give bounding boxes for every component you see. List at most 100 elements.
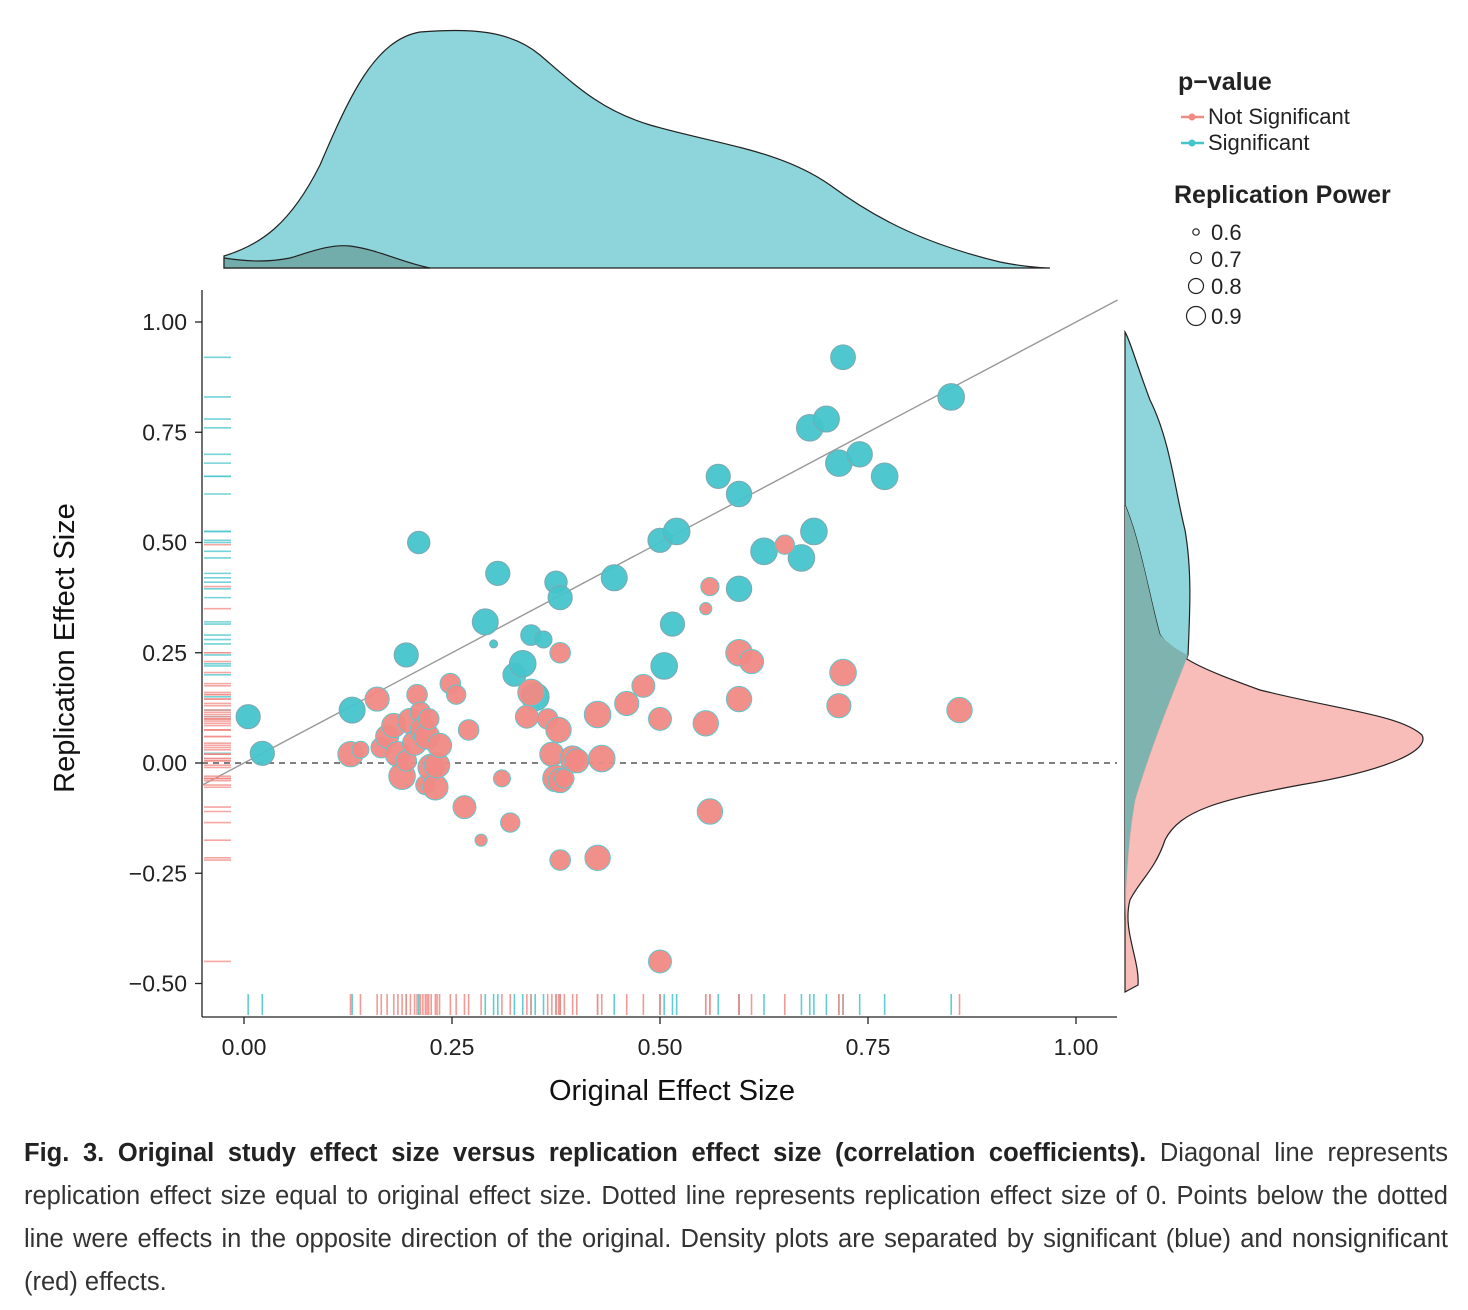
point-not-significant bbox=[406, 683, 428, 706]
point-not-significant bbox=[445, 684, 467, 705]
x-ticks: 0.00 0.25 0.50 0.75 1.00 bbox=[222, 1017, 1098, 1060]
y-tick-label: 0.00 bbox=[142, 750, 187, 776]
point-significant bbox=[235, 704, 261, 730]
point-significant bbox=[485, 560, 511, 586]
legend-size-0.9-label: 0.9 bbox=[1211, 304, 1242, 329]
rug-y bbox=[204, 356, 231, 963]
legend: p−value Not Significant Significant Repl… bbox=[1174, 68, 1391, 329]
legend-size-0.6-circle bbox=[1192, 228, 1200, 236]
rug-x bbox=[247, 994, 961, 1015]
point-significant bbox=[508, 649, 537, 678]
point-not-significant bbox=[457, 719, 480, 741]
point-not-significant bbox=[725, 685, 753, 713]
point-not-significant bbox=[738, 648, 765, 675]
y-tick-label: 1.00 bbox=[142, 309, 187, 335]
point-not-significant bbox=[614, 690, 640, 717]
right-density-plot bbox=[1124, 329, 1424, 994]
point-not-significant bbox=[700, 577, 720, 597]
point-significant bbox=[662, 517, 691, 546]
top-density-significant bbox=[223, 29, 1051, 269]
legend-size-0.7-circle bbox=[1189, 251, 1203, 265]
y-ticks: 1.00 0.75 0.50 0.25 0.00 −0.25 −0.50 bbox=[129, 309, 202, 997]
point-significant bbox=[750, 537, 778, 566]
point-significant bbox=[249, 740, 275, 766]
point-not-significant bbox=[474, 833, 488, 847]
y-tick-label: 0.25 bbox=[142, 640, 187, 666]
point-not-significant bbox=[351, 740, 370, 759]
point-not-significant bbox=[774, 534, 795, 555]
point-significant bbox=[830, 344, 856, 371]
legend-size-0.7-label: 0.7 bbox=[1211, 247, 1242, 272]
legend-size-title: Replication Power bbox=[1174, 181, 1391, 209]
x-tick-label: 0.75 bbox=[846, 1034, 891, 1060]
point-not-significant bbox=[500, 812, 521, 833]
point-not-significant bbox=[492, 769, 511, 788]
y-tick-label: 0.75 bbox=[142, 419, 187, 445]
y-tick-label: −0.50 bbox=[129, 971, 187, 997]
point-significant bbox=[547, 585, 573, 611]
point-not-significant bbox=[422, 774, 449, 801]
caption-body: Diagonal line represents replication eff… bbox=[24, 1139, 1449, 1296]
point-not-significant bbox=[545, 716, 572, 744]
point-not-significant bbox=[452, 795, 477, 820]
point-not-significant bbox=[426, 732, 453, 758]
point-not-significant bbox=[648, 706, 672, 731]
point-not-significant bbox=[364, 686, 390, 712]
y-tick-label: 0.50 bbox=[142, 530, 187, 556]
figure: 0.00 0.25 0.50 0.75 1.00 1.00 0.75 0.50 0.25 0.0… bbox=[49, 29, 1424, 1107]
point-significant bbox=[650, 652, 678, 680]
y-axis-title: Replication Effect Size bbox=[49, 503, 81, 793]
point-not-significant bbox=[699, 602, 713, 616]
x-axis-title: Original Effect Size bbox=[549, 1075, 795, 1107]
point-not-significant bbox=[631, 673, 656, 698]
point-significant bbox=[659, 611, 686, 637]
point-not-significant bbox=[517, 678, 545, 707]
point-significant bbox=[393, 642, 419, 668]
top-density-plot bbox=[223, 29, 1051, 269]
right-density-overlap bbox=[1125, 505, 1188, 920]
point-significant bbox=[705, 463, 731, 489]
point-significant bbox=[338, 696, 366, 724]
point-significant bbox=[489, 639, 499, 649]
x-tick-label: 0.25 bbox=[430, 1034, 475, 1060]
point-not-significant bbox=[549, 641, 571, 664]
point-significant bbox=[407, 530, 431, 555]
scatter-chart: 0.00 0.25 0.50 0.75 1.00 1.000.750.500.250.0… bbox=[49, 29, 1424, 1107]
legend-size-0.8-circle bbox=[1187, 277, 1205, 295]
point-significant bbox=[870, 462, 899, 491]
point-not-significant bbox=[584, 844, 611, 872]
point-not-significant bbox=[946, 696, 973, 724]
caption-title: Fig. 3. Original study effect size versu… bbox=[24, 1139, 1147, 1167]
x-tick-label: 0.00 bbox=[222, 1034, 267, 1060]
point-significant bbox=[725, 575, 753, 603]
point-not-significant bbox=[549, 849, 571, 871]
figure-caption: Fig. 3. Original study effect size versu… bbox=[24, 1132, 1448, 1304]
legend-color-title: p−value bbox=[1178, 68, 1272, 96]
point-not-significant bbox=[587, 744, 616, 773]
point-not-significant bbox=[417, 708, 440, 730]
point-significant bbox=[800, 517, 828, 546]
legend-size-0.6-label: 0.6 bbox=[1211, 220, 1242, 245]
legend-not-significant-label: Not Significant bbox=[1208, 104, 1350, 129]
point-not-significant bbox=[829, 658, 857, 687]
point-not-significant bbox=[564, 748, 590, 774]
point-not-significant bbox=[826, 693, 852, 719]
point-significant bbox=[812, 405, 840, 433]
legend-size-0.8-label: 0.8 bbox=[1211, 274, 1242, 299]
legend-significant-label: Significant bbox=[1208, 130, 1310, 155]
top-density-not-significant bbox=[223, 245, 431, 269]
point-significant bbox=[600, 564, 628, 592]
point-significant bbox=[725, 480, 753, 508]
legend-size-0.9-circle bbox=[1185, 305, 1207, 327]
point-significant bbox=[937, 383, 966, 411]
point-not-significant bbox=[514, 704, 539, 729]
legend-not-significant-dot bbox=[1188, 113, 1196, 121]
point-significant bbox=[471, 608, 499, 636]
point-significant bbox=[534, 630, 553, 649]
point-not-significant bbox=[583, 700, 612, 729]
legend-significant-dot bbox=[1188, 139, 1196, 147]
point-not-significant bbox=[692, 710, 719, 737]
point-significant bbox=[787, 544, 816, 572]
x-tick-label: 0.50 bbox=[638, 1034, 683, 1060]
data-points bbox=[235, 344, 973, 974]
